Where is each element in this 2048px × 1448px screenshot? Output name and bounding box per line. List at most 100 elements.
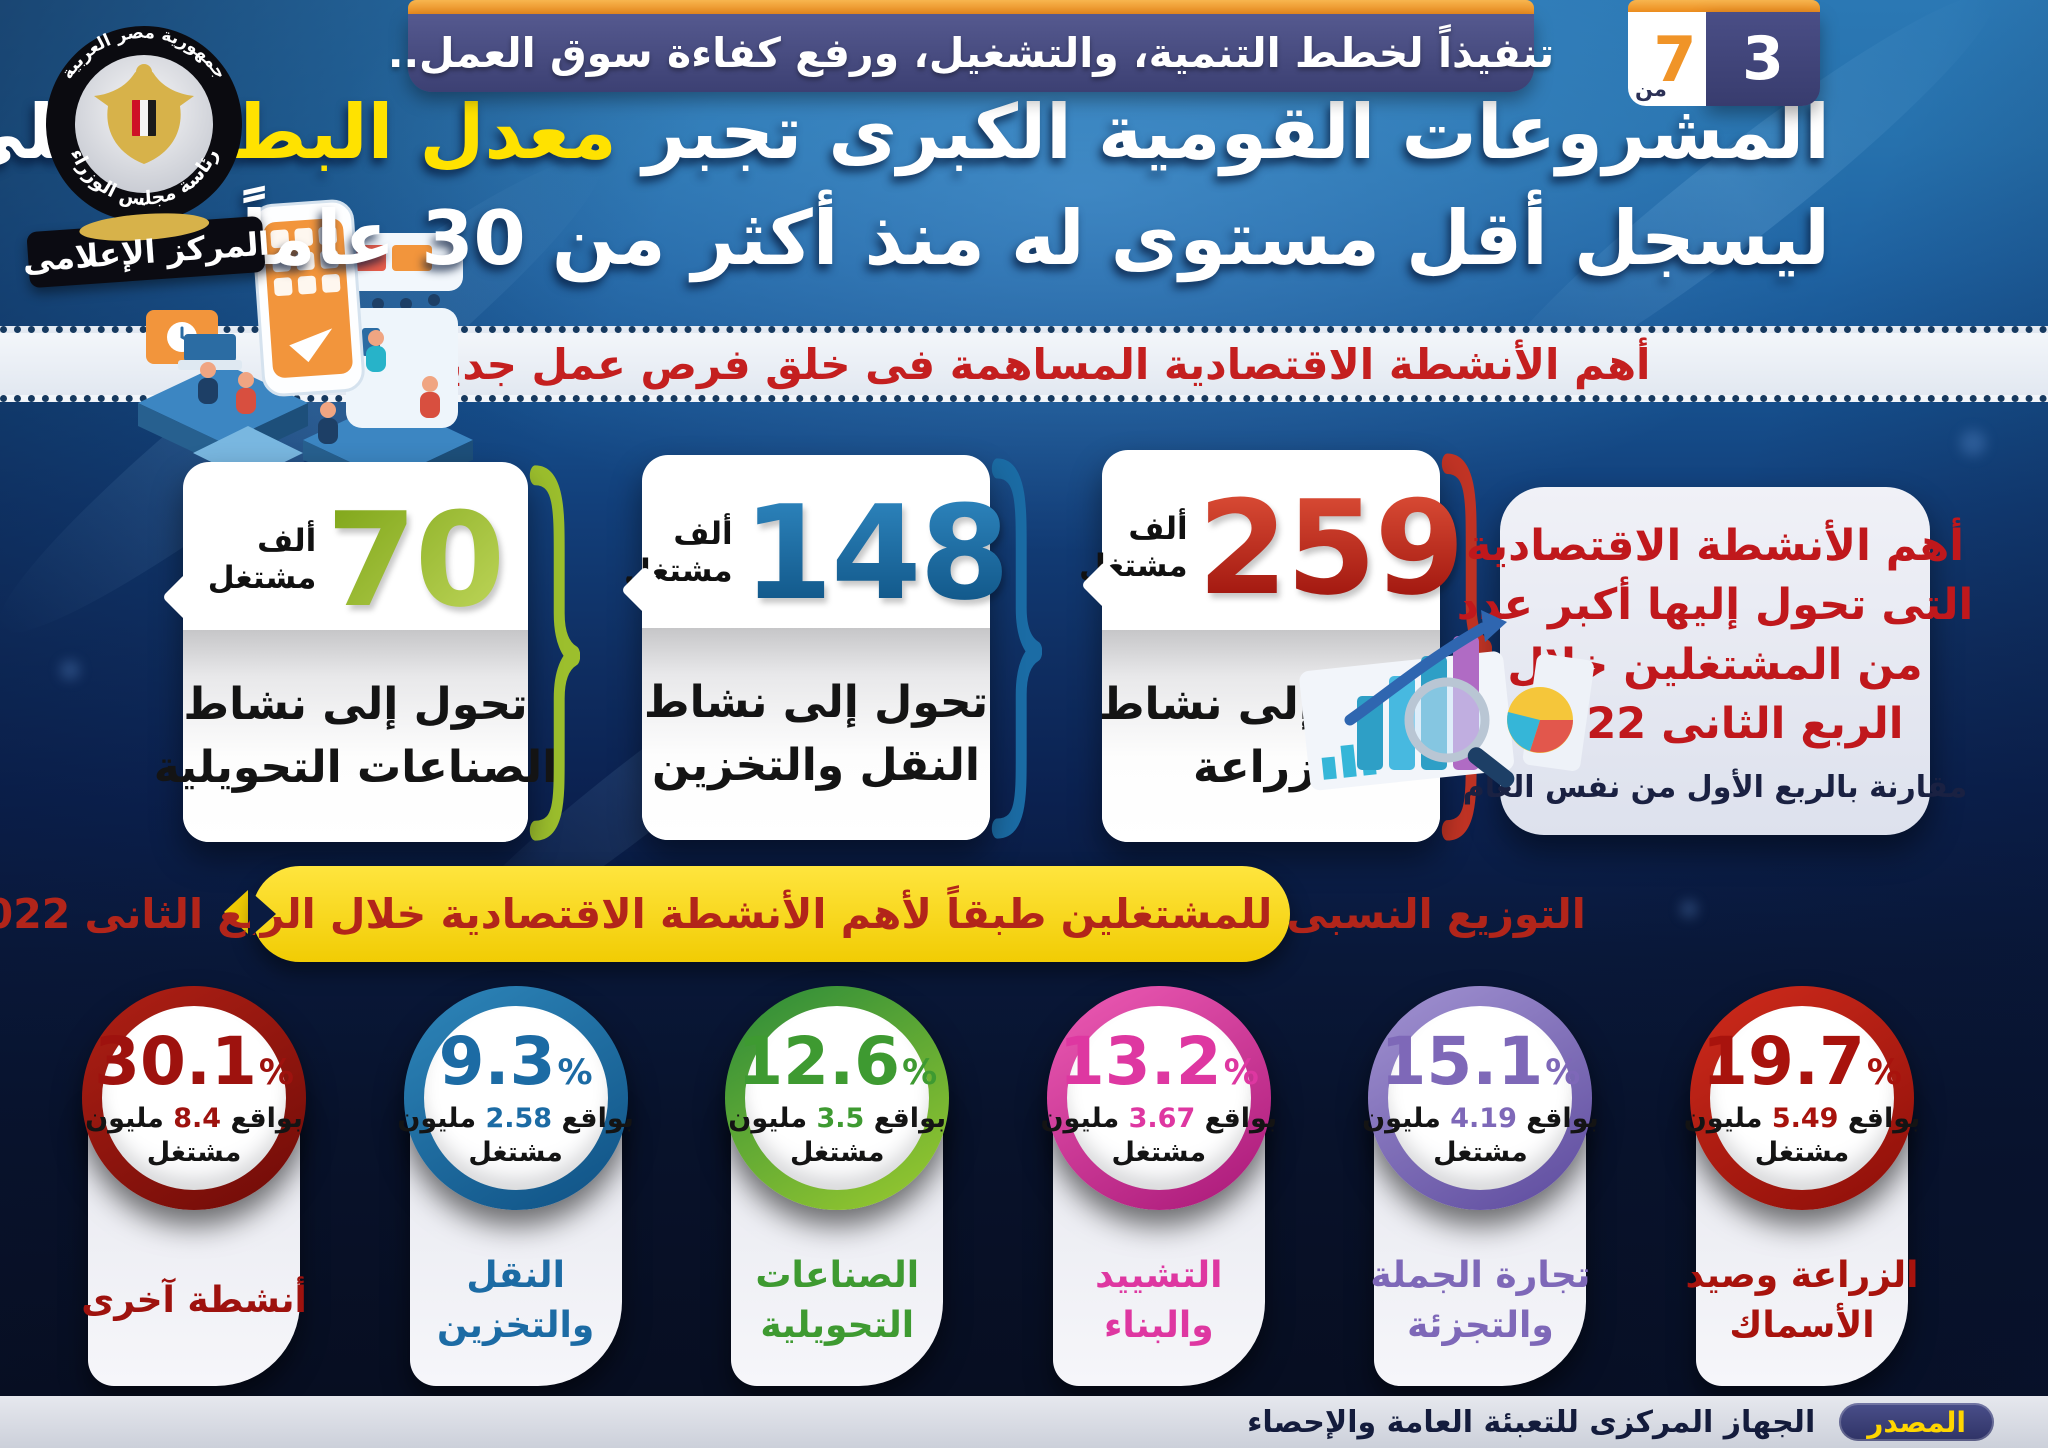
card-description: تحول إلى نشاط الصناعات التحويلية: [154, 630, 557, 842]
section-banner-text: التوزيع النسبى للمشتغلين طبقاً لأهم الأن…: [0, 890, 1586, 938]
stat-percent: 9.3%: [438, 1022, 593, 1100]
page-of-label: من: [1635, 77, 1667, 101]
person-icon: [420, 376, 440, 418]
stat-circle: 12.6% بواقع 3.5 مليون مشتغل: [728, 1006, 946, 1190]
stat-label-line2: التحويلية: [760, 1305, 915, 1346]
stat-amount: بواقع 4.19 مليون: [1362, 1102, 1599, 1136]
source-bar: المصدر الجهاز المركزى للتعبئة العامة وال…: [0, 1396, 2048, 1448]
side-note-line1: أهم الأنشطة الاقتصادية: [1465, 520, 1965, 571]
percent-sign: %: [1223, 1052, 1259, 1093]
person-icon: [198, 362, 218, 404]
stat-label: تجارة الجملة والتجزئة: [1370, 1251, 1590, 1352]
stat-agriculture-fishing: الزراعة وصيد الأسماك 19.7% بواقع 5.49 مل…: [1652, 986, 1952, 1396]
amount-value: 8.4: [173, 1102, 222, 1134]
stat-ring: 30.1% بواقع 8.4 مليون مشتغل: [82, 986, 307, 1210]
amount-suffix: مليون: [1683, 1102, 1763, 1134]
stat-label: الزراعة وصيد الأسماك: [1686, 1251, 1919, 1352]
card-value: 259: [1197, 472, 1465, 624]
amount-value: 4.19: [1450, 1102, 1517, 1134]
stat-ring: 9.3% بواقع 2.58 مليون مشتغل: [397, 986, 634, 1210]
page-indicator-strip: [1628, 0, 1820, 12]
amount-value: 5.49: [1771, 1102, 1839, 1134]
stat-amount-unit: مشتغل: [1111, 1136, 1207, 1168]
stat-percent-value: 19.7: [1702, 1022, 1865, 1100]
card-transport-storage: ألف مشتغل 148 تحول إلى نشاط النقل والتخز…: [620, 455, 1010, 840]
percent-sign: %: [902, 1052, 938, 1093]
stat-ring: 12.6% بواقع 3.5 مليون مشتغل: [725, 986, 950, 1210]
subtitle-text: أهم الأنشطة الاقتصادية المساهمة فى خلق ف…: [397, 339, 1651, 389]
amount-prefix: بواقع: [561, 1102, 634, 1134]
banner-notch: [250, 891, 276, 937]
amount-prefix: بواقع: [1526, 1102, 1599, 1134]
stat-percent: 13.2%: [1058, 1022, 1259, 1100]
stat-ring: 13.2% بواقع 3.67 مليون مشتغل: [1041, 986, 1277, 1210]
brace-decoration-red: [1441, 453, 1492, 841]
stat-ring: 15.1% بواقع 4.19 مليون مشتغل: [1362, 986, 1599, 1210]
stat-label-line1: التشييد: [1095, 1254, 1223, 1296]
person-icon: [318, 402, 338, 444]
side-note-line2: التى تحول إليها أكبر عدد: [1456, 580, 1974, 631]
section-banner: التوزيع النسبى للمشتغلين طبقاً لأهم الأن…: [0, 866, 1586, 962]
stat-other-activities: أنشطة آخرى 30.1% بواقع 8.4 مليون مشتغل: [44, 986, 344, 1396]
card-unit: ألف مشتغل: [1079, 511, 1188, 585]
source-label: المصدر: [1867, 1405, 1966, 1439]
stat-percent-value: 30.1: [94, 1022, 257, 1100]
brace-decoration-green: [529, 465, 580, 841]
background-dot: [1680, 900, 1698, 918]
stat-wholesale-retail: تجارة الجملة والتجزئة 15.1% بواقع 4.19 م…: [1330, 986, 1630, 1396]
stat-amount-unit: مشتغل: [146, 1136, 242, 1168]
stat-label: الصناعات التحويلية: [755, 1251, 919, 1352]
stats-row: الزراعة وصيد الأسماك 19.7% بواقع 5.49 مل…: [44, 986, 1952, 1396]
amount-prefix: بواقع: [1204, 1102, 1278, 1134]
emblem-seal-icon: جمهورية مصر العربية رئاسة مجلس الوزراء: [46, 23, 242, 222]
title-line2: ليسجل أقل مستوى له منذ أكثر من 30 عاماً: [241, 193, 1830, 282]
card-manufacturing: ألف مشتغل 70 تحول إلى نشاط الصناعات التح…: [154, 462, 557, 842]
card-desc-line1: تحول إلى نشاط: [643, 677, 989, 728]
page-total: 7: [1653, 22, 1697, 96]
amount-value: 2.58: [485, 1102, 553, 1134]
amount-suffix: مليون: [1040, 1102, 1120, 1134]
stat-amount: بواقع 2.58 مليون: [397, 1102, 634, 1136]
stat-percent-value: 15.1: [1380, 1022, 1544, 1100]
stat-amount-unit: مشتغل: [1433, 1136, 1528, 1168]
stat-percent-value: 13.2: [1058, 1022, 1222, 1100]
stat-amount: بواقع 5.49 مليون: [1684, 1102, 1921, 1136]
stat-percent: 30.1%: [94, 1022, 294, 1100]
growth-arrow-icon: [1344, 622, 1489, 726]
stat-amount-unit: مشتغل: [789, 1136, 885, 1168]
card-value-row: ألف مشتغل 148: [624, 455, 1010, 637]
unit-thousand: ألف: [1128, 510, 1188, 547]
stat-ring: 19.7% بواقع 5.49 مليون مشتغل: [1684, 986, 1920, 1210]
stat-percent: 19.7%: [1702, 1022, 1902, 1100]
pie-chart-icon: [1507, 687, 1573, 753]
stat-label: التشييد والبناء: [1095, 1251, 1222, 1352]
stat-percent: 12.6%: [737, 1028, 938, 1095]
card-unit: ألف مشتغل: [208, 523, 317, 597]
banner-top-strip: [408, 0, 1534, 14]
stat-label-line2: والبناء: [1104, 1305, 1214, 1346]
amount-value: 3.67: [1128, 1102, 1196, 1134]
stat-label-line1: النقل: [466, 1254, 565, 1296]
stat-circle: 19.7% بواقع 5.49 مليون مشتغل: [1684, 1006, 1920, 1190]
amount-suffix: مليون: [85, 1102, 164, 1134]
stat-circle: 30.1% بواقع 8.4 مليون مشتغل: [85, 1006, 303, 1190]
chart-illustration: [1299, 610, 1594, 791]
stat-label-line2: والتخزين: [437, 1305, 595, 1346]
card-value-row: ألف مشتغل 70: [183, 462, 528, 644]
stat-label-line1: الصناعات: [755, 1254, 920, 1296]
banner-text: تنفيذاً لخطط التنمية، والتشغيل، ورفع كفا…: [387, 29, 1555, 77]
background-dot: [1960, 430, 1986, 456]
stat-circle: 9.3% بواقع 2.58 مليون مشتغل: [397, 1006, 634, 1190]
stat-percent-value: 9.3: [438, 1022, 556, 1100]
title-line1-before: المشروعات القومية الكبرى تجبر: [616, 88, 1830, 176]
unit-thousand: ألف: [257, 522, 317, 559]
stat-label-line1: أنشطة آخرى: [81, 1279, 307, 1321]
banner-body: تنفيذاً لخطط التنمية، والتشغيل، ورفع كفا…: [388, 14, 1554, 92]
stat-amount: بواقع 8.4 مليون: [85, 1102, 303, 1136]
stat-amount: بواقع 3.5 مليون: [728, 1102, 946, 1136]
page-total-box: 7 من: [1628, 12, 1706, 106]
stat-label: النقل والتخزين: [437, 1251, 594, 1352]
background-dot: [60, 660, 80, 680]
amount-suffix: مليون: [397, 1102, 477, 1134]
